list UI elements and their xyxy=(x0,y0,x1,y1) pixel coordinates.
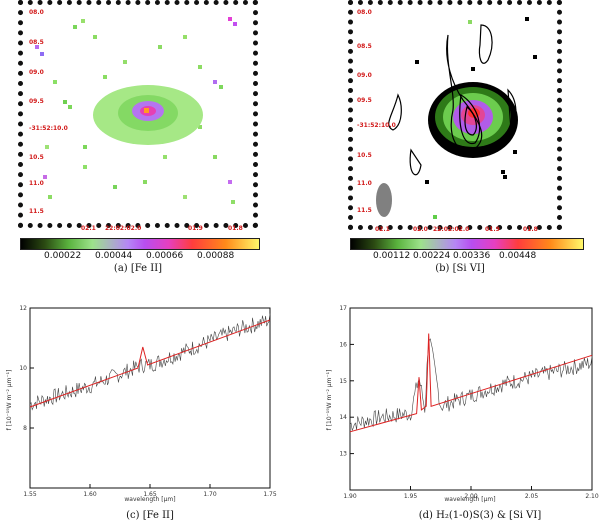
panel-a-ra-label: 02.1 xyxy=(81,225,96,232)
panel-d-xlabel: wavelength [μm] xyxy=(444,496,495,503)
d-y-tick-label: 15 xyxy=(339,378,347,385)
panel-b-beam-ellipse xyxy=(376,183,392,217)
panel-a-dec-label: 08.5 xyxy=(29,39,44,46)
panel-a-dec-label: 09.0 xyxy=(29,69,44,76)
panel-a-colorbar xyxy=(20,238,260,250)
panel-a-ra-label: 01.8 xyxy=(228,225,243,232)
panel-b-dec-label: 08.0 xyxy=(357,9,372,16)
panel-b-central-emission xyxy=(428,82,518,158)
panel-b-colorbar-tick: 0.00336 xyxy=(453,251,491,261)
panel-b-dec-label: 08.5 xyxy=(357,43,372,50)
d-x-tick-label: 2.05 xyxy=(525,493,539,500)
panel-b-colorbar-tick: 0.00112 xyxy=(373,251,411,261)
panel-c-ylabel: f [10⁻¹⁹W m⁻² μm⁻¹] xyxy=(6,370,13,431)
panel-b-pixels xyxy=(415,17,537,219)
panel-b-dec-label: 11.0 xyxy=(357,180,372,187)
d-y-tick-label: 14 xyxy=(339,414,347,421)
c-x-tick-label: 1.55 xyxy=(23,491,37,498)
c-x-tick-label: 1.60 xyxy=(83,491,97,498)
panel-a-caption: (a) [Fe II] xyxy=(113,263,163,274)
panel-b-dec-label: 11.5 xyxy=(357,207,372,214)
c-x-tick-label: 1.65 xyxy=(143,491,157,498)
panel-a-map-frame: 08.0 08.5 09.0 09.5 -31:52:10.0 10.5 11.… xyxy=(18,0,258,232)
panel-c-plot-frame xyxy=(29,307,271,489)
panel-a-colorbar-tick: 0.00066 xyxy=(146,251,184,261)
panel-b-dec-label: 09.0 xyxy=(357,72,372,79)
panel-c-xlabel: wavelength [μm] xyxy=(124,496,175,503)
panel-d-ylabel: f [10⁻¹⁹W m⁻² μm⁻¹] xyxy=(326,370,333,431)
c-x-tick-label: 1.70 xyxy=(203,491,217,498)
panel-b-dec-label: 09.5 xyxy=(357,97,372,104)
d-x-tick-label: 2.00 xyxy=(464,493,478,500)
panel-b-colorbar-tick: 0.00448 xyxy=(499,251,537,261)
panel-d-spectrum-line xyxy=(349,338,593,432)
d-y-tick-label: 16 xyxy=(339,341,347,348)
c-y-tick-label: 12 xyxy=(19,305,27,312)
panel-a-ra-label: 22:02:02.0 xyxy=(105,225,142,232)
panel-b-map xyxy=(376,17,537,219)
panel-b-contours xyxy=(388,24,517,176)
panel-b-ra-label: 01.8 xyxy=(523,226,538,233)
panel-a-dec-label: 11.0 xyxy=(29,180,44,187)
panel-a-pixels xyxy=(35,17,237,204)
panel-b: 08.0 08.5 09.0 09.5 -31:52:10.0 10.5 11.… xyxy=(300,0,600,275)
panel-a-dec-label: 09.5 xyxy=(29,98,44,105)
panel-b-dec-label: -31:52:10.0 xyxy=(357,122,396,129)
panel-b-dec-label: 10.5 xyxy=(357,152,372,159)
panel-a-dec-label: 08.0 xyxy=(29,9,44,16)
panel-b-caption: (b) [Si VI] xyxy=(435,263,485,274)
panel-b-ra-label: 02.1 xyxy=(375,226,390,233)
panel-a-map xyxy=(35,17,237,204)
panel-a-ra-label: 01.9 xyxy=(188,225,203,232)
panel-b-ra-label: 01.9 xyxy=(485,226,500,233)
panel-c-chart: f [10⁻¹⁹W m⁻² μm⁻¹] wavelength [μm] 1.55… xyxy=(6,305,277,503)
d-x-tick-label: 1.95 xyxy=(404,493,418,500)
d-x-tick-label: 1.90 xyxy=(343,493,357,500)
panel-a-central-emission xyxy=(93,85,203,145)
panel-b-ra-label: 02.0 xyxy=(413,226,428,233)
d-y-tick-label: 17 xyxy=(339,305,347,312)
panel-b-map-frame: 08.0 08.5 09.0 09.5 -31:52:10.0 10.5 11.… xyxy=(348,0,562,233)
panel-d-chart: f [10⁻¹⁹W m⁻² μm⁻¹] wavelength [μm] 1.90… xyxy=(326,305,599,503)
c-x-tick-label: 1.75 xyxy=(263,491,277,498)
c-y-tick-label: 8 xyxy=(23,425,27,432)
panel-a-dec-label: 11.5 xyxy=(29,208,44,215)
panel-a-colorbar-tick: 0.00022 xyxy=(44,251,82,261)
panel-c-caption: (c) [Fe II] xyxy=(126,510,174,521)
panel-d-fit-line xyxy=(349,333,593,433)
panel-c-fit-line xyxy=(29,319,271,408)
d-x-tick-label: 2.10 xyxy=(585,493,599,500)
panel-a-colorbar-tick: 0.00044 xyxy=(95,251,133,261)
panel-b-ra-label: 22:02:02.0 xyxy=(433,226,470,233)
panel-a-colorbar-tick: 0.00088 xyxy=(197,251,235,261)
panel-b-colorbar xyxy=(350,238,584,250)
panel-c: f [10⁻¹⁹W m⁻² μm⁻¹] wavelength [μm] 1.55… xyxy=(0,290,300,523)
d-y-tick-label: 13 xyxy=(339,451,347,458)
panel-c-spectrum-line xyxy=(29,313,271,411)
panel-d: f [10⁻¹⁹W m⁻² μm⁻¹] wavelength [μm] 1.90… xyxy=(300,290,600,523)
panel-b-colorbar-tick: 0.00224 xyxy=(413,251,451,261)
panel-a: 08.0 08.5 09.0 09.5 -31:52:10.0 10.5 11.… xyxy=(0,0,300,275)
panel-d-caption: (d) H₂(1-0)S(3) & [Si VI] xyxy=(418,510,542,521)
c-y-tick-label: 10 xyxy=(19,365,27,372)
panel-a-dec-label: 10.5 xyxy=(29,154,44,161)
panel-a-dec-label: -31:52:10.0 xyxy=(29,125,68,132)
